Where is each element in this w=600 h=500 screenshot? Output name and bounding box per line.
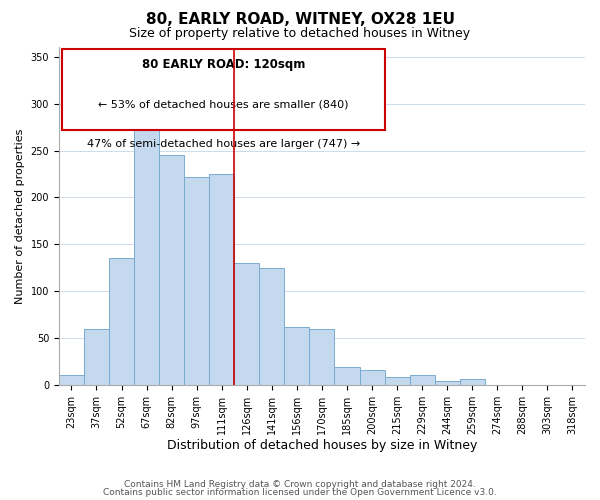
- Text: Contains public sector information licensed under the Open Government Licence v3: Contains public sector information licen…: [103, 488, 497, 497]
- Bar: [184, 177, 209, 385]
- Text: Size of property relative to detached houses in Witney: Size of property relative to detached ho…: [130, 28, 470, 40]
- Bar: [109, 258, 134, 385]
- Bar: [410, 376, 434, 385]
- Bar: [159, 156, 184, 385]
- Text: ← 53% of detached houses are smaller (840): ← 53% of detached houses are smaller (84…: [98, 100, 349, 110]
- Text: Contains HM Land Registry data © Crown copyright and database right 2024.: Contains HM Land Registry data © Crown c…: [124, 480, 476, 489]
- Bar: [385, 378, 410, 385]
- Bar: [434, 381, 460, 385]
- Bar: [284, 326, 310, 385]
- FancyBboxPatch shape: [62, 49, 385, 130]
- Bar: [84, 328, 109, 385]
- Text: 80, EARLY ROAD, WITNEY, OX28 1EU: 80, EARLY ROAD, WITNEY, OX28 1EU: [146, 12, 455, 28]
- Bar: [234, 263, 259, 385]
- Bar: [460, 379, 485, 385]
- Bar: [209, 174, 234, 385]
- Bar: [59, 374, 84, 385]
- Bar: [134, 124, 159, 385]
- Bar: [310, 328, 334, 385]
- Bar: [334, 367, 359, 385]
- Y-axis label: Number of detached properties: Number of detached properties: [15, 128, 25, 304]
- Text: 80 EARLY ROAD: 120sqm: 80 EARLY ROAD: 120sqm: [142, 58, 305, 70]
- X-axis label: Distribution of detached houses by size in Witney: Distribution of detached houses by size …: [167, 440, 477, 452]
- Bar: [259, 268, 284, 385]
- Text: 47% of semi-detached houses are larger (747) →: 47% of semi-detached houses are larger (…: [86, 138, 360, 148]
- Bar: [359, 370, 385, 385]
